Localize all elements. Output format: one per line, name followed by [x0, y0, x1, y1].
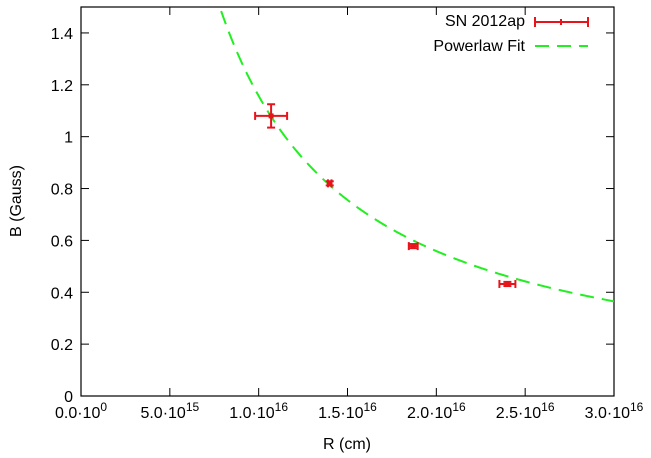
x-tick-mantissa: 5.0: [140, 405, 162, 422]
x-tick-times: ·10: [77, 405, 100, 422]
x-tick-times: ·10: [607, 405, 630, 422]
x-tick-label: 0.0·100: [55, 400, 107, 422]
x-tick-label: 1.0·1016: [229, 400, 288, 422]
legend: SN 2012ap Powerlaw Fit: [433, 13, 589, 55]
x-axis: 0.0·100 5.0·1015 1.0·1016 1.5·1016 2.0·1016 2…: [55, 7, 644, 422]
x-tick-times: ·10: [163, 405, 186, 422]
x-tick-exponent: 16: [452, 400, 466, 414]
x-tick-exponent: 16: [630, 400, 644, 414]
data-point: [498, 279, 517, 288]
y-axis: 0 0.2 0.4 0.6 0.8 1 1.2 1.4: [51, 26, 614, 406]
y-tick-label: 1.4: [51, 26, 73, 43]
y-tick-label: 0.2: [51, 337, 73, 354]
x-tick-times: ·10: [429, 405, 452, 422]
y-tick-label: 0.8: [51, 182, 73, 199]
x-tick-mantissa: 1.0: [229, 405, 251, 422]
x-tick-times: ·10: [340, 405, 363, 422]
x-tick-exponent: 16: [541, 400, 555, 414]
x-tick-times: ·10: [252, 405, 275, 422]
y-tick-label: 0: [64, 389, 73, 406]
data-point: [407, 242, 419, 251]
y-tick-label: 1.2: [51, 78, 73, 95]
plot-frame: [80, 6, 615, 397]
powerlaw-fit-line: [218, 7, 614, 303]
x-tick-exponent: 16: [275, 400, 289, 414]
x-tick-mantissa: 3.0: [585, 405, 607, 422]
x-axis-title: R (cm): [323, 436, 371, 453]
x-tick-exponent: 0: [100, 400, 107, 414]
legend-label-sn-2012ap: SN 2012ap: [445, 13, 525, 30]
x-tick-exponent: 16: [364, 400, 378, 414]
x-tick-mantissa: 2.0: [407, 405, 429, 422]
data-point: [325, 179, 334, 188]
legend-label-powerlaw-fit: Powerlaw Fit: [433, 38, 525, 55]
y-axis-title: B (Gauss): [8, 165, 25, 237]
data-point: [254, 103, 289, 129]
x-tick-label: 2.5·1016: [496, 400, 555, 422]
x-tick-label: 5.0·1015: [140, 400, 199, 422]
x-tick-label: 1.5·1016: [318, 400, 377, 422]
x-tick-mantissa: 1.5: [318, 405, 340, 422]
x-tick-exponent: 15: [186, 400, 200, 414]
x-tick-times: ·10: [518, 405, 541, 422]
legend-symbol-sn-2012ap: [534, 17, 589, 27]
x-tick-mantissa: 2.5: [496, 405, 518, 422]
x-tick-label: 2.0·1016: [407, 400, 466, 422]
y-tick-label: 0.4: [51, 285, 73, 302]
y-tick-label: 0.6: [51, 233, 73, 250]
x-tick-label: 3.0·1016: [585, 400, 644, 422]
x-tick-mantissa: 0.0: [55, 405, 77, 422]
y-tick-label: 1: [64, 130, 73, 147]
